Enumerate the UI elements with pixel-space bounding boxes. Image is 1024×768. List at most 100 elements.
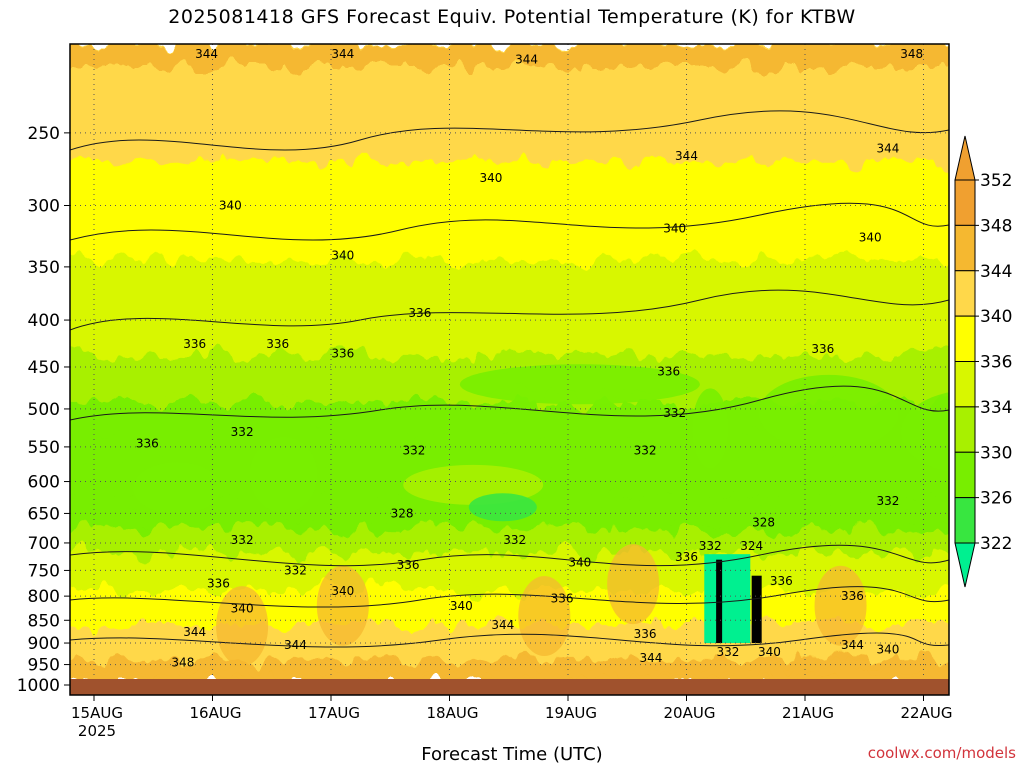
contour-line [70,110,949,151]
colorbar-label: 326 [980,489,1012,509]
x-tick-label: 16AUG [190,704,242,722]
contour-label: 340 [331,248,354,262]
moist-pocket [249,436,318,513]
contour-label: 344 [183,625,206,639]
x-tick-label: 22AUG [901,704,953,722]
contour-label: 336 [675,550,698,564]
plot-frame [69,43,950,696]
x-tick-label: 15AUG [71,704,123,722]
x-tick-label: 19AUG [545,704,597,722]
band-level [70,202,949,219]
colorbar-segment [954,315,976,362]
band-level [70,188,949,205]
plot-area [70,44,949,695]
warm-bump [607,544,660,625]
band-level [70,453,949,464]
y-tick-label: 450 [28,358,60,378]
x-tick-label: 20AUG [664,704,716,722]
band-level [70,577,949,586]
band-level [70,559,949,568]
band-level [70,274,949,292]
colorbar-label: 348 [980,216,1012,236]
colorbar-segment [954,270,976,317]
y-tick-label: 650 [28,504,60,524]
band-level [70,618,949,626]
y-tick-label: 400 [28,311,60,331]
y-tick-label: 550 [28,438,60,458]
column-edge [716,559,723,644]
band-level [70,537,949,548]
band-level [70,601,949,610]
contour-label: 336 [634,627,657,641]
y-tick-label: 1000 [17,676,60,696]
color-bands [70,44,949,686]
contour-label: 336 [331,346,354,360]
colorbar-label: 322 [980,534,1012,554]
contour-label: 332 [717,645,740,659]
colorbar-label: 336 [980,353,1012,373]
moist-pocket [132,462,221,515]
contour-label: 328 [391,506,414,520]
y-tick-label: 950 [28,656,60,676]
y-tick-label: 900 [28,634,60,654]
band-level [70,147,949,164]
contour-label: 336 [811,342,834,356]
credit-link[interactable]: coolwx.com/models [867,744,1016,762]
warm-bump [316,565,369,646]
colorbar-label: 352 [980,171,1012,191]
contour-label: 344 [195,47,218,61]
contour-line [70,632,949,648]
band-level [70,545,949,556]
band-level [70,304,949,322]
band-level [70,667,949,674]
band-level [70,461,949,473]
contour-label: 344 [639,651,662,665]
contour-label: 340 [876,643,899,657]
band-level [70,583,949,593]
y-tick-label: 250 [28,124,60,144]
contour-label: 344 [284,638,307,652]
band-level [70,230,949,248]
warm-bump [216,586,269,667]
band-level [70,130,949,150]
x-year-label: 2025 [78,722,116,740]
y-tick-label: 350 [28,258,60,278]
band-level [70,565,949,574]
band-level [70,77,949,98]
contour-label: 344 [675,149,698,163]
contour-label: 336 [183,337,206,351]
band-level [70,653,949,662]
contour-label: 332 [663,406,686,420]
contour-label: 344 [515,53,538,67]
band-level [70,331,949,346]
contour-label: 344 [491,618,514,632]
contour-label: 332 [876,494,899,508]
contour-label: 336 [551,592,574,606]
band-level [70,623,949,632]
contour-line [70,385,949,421]
band-level [70,675,949,682]
colorbar-segment [954,179,976,226]
y-tick-label: 600 [28,473,60,493]
band-level [70,216,949,233]
contour-label: 348 [171,655,194,669]
moist-pocket [900,392,949,473]
band-level [70,44,949,66]
band-level [70,607,949,615]
contour-label: 336 [770,574,793,588]
contour-label: 344 [876,141,899,155]
moist-pocket [692,388,729,469]
warm-bump [518,576,571,657]
colorbar-segment [954,451,976,499]
contour-label: 336 [408,306,431,320]
band-level [70,112,949,133]
colorbar-segment [954,497,976,544]
colorbar-label: 330 [980,443,1012,463]
contour-label: 340 [859,230,882,244]
contour-label: 340 [231,601,254,615]
band-level [70,671,949,678]
contour-label: 328 [752,516,775,530]
band-level [70,245,949,262]
contour-label: 336 [207,576,230,590]
